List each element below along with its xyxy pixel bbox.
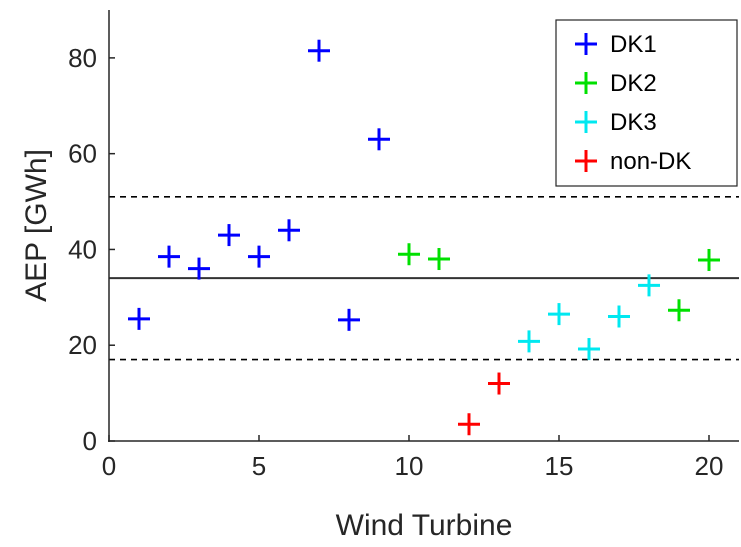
data-point-dk3 bbox=[548, 303, 570, 326]
tick-labels: 0 5 10 15 20 0 20 40 60 80 bbox=[68, 43, 723, 481]
data-point-dk1 bbox=[368, 128, 390, 151]
y-tick-label: 80 bbox=[68, 43, 97, 73]
data-point-dk3 bbox=[578, 338, 600, 361]
data-point-dk1 bbox=[188, 257, 210, 280]
data-point-dk2 bbox=[398, 243, 420, 266]
data-point-dk1 bbox=[158, 245, 180, 268]
data-point-dk2 bbox=[428, 248, 450, 271]
data-point-dk2 bbox=[698, 248, 720, 271]
legend-item-dk3: DK3 bbox=[575, 109, 657, 136]
data-point-non-dk bbox=[488, 372, 510, 395]
data-point-dk1 bbox=[278, 219, 300, 242]
legend-item-non-dk: non-DK bbox=[575, 148, 691, 175]
data-point-non-dk bbox=[458, 413, 480, 436]
y-tick-label: 40 bbox=[68, 234, 97, 264]
data-point-dk3 bbox=[608, 305, 630, 328]
reference-lines bbox=[109, 195, 739, 361]
data-point-dk1 bbox=[218, 224, 240, 247]
y-axis-label: AEP [GWh] bbox=[20, 149, 53, 302]
x-tick-label: 20 bbox=[695, 451, 724, 481]
legend-item-dk2: DK2 bbox=[575, 70, 657, 97]
x-axis-label: Wind Turbine bbox=[336, 509, 513, 542]
data-point-dk1 bbox=[248, 245, 270, 268]
x-tick-label: 0 bbox=[102, 451, 116, 481]
data-point-dk2 bbox=[668, 299, 690, 322]
legend-item-dk1: DK1 bbox=[575, 31, 657, 58]
data-point-dk1 bbox=[128, 307, 150, 330]
legend-label: DK3 bbox=[610, 109, 657, 136]
data-point-dk3 bbox=[518, 330, 540, 353]
legend: DK1 DK2 DK3 non-DK bbox=[555, 19, 738, 187]
legend-label: non-DK bbox=[610, 148, 691, 175]
data-points bbox=[128, 39, 720, 436]
x-tick-label: 5 bbox=[252, 451, 266, 481]
legend-label: DK1 bbox=[610, 31, 657, 58]
y-tick-label: 60 bbox=[68, 139, 97, 169]
legend-label: DK2 bbox=[610, 70, 657, 97]
x-tick-label: 10 bbox=[395, 451, 424, 481]
y-tick-label: 0 bbox=[83, 426, 97, 456]
x-tick-label: 15 bbox=[545, 451, 574, 481]
data-point-dk1 bbox=[338, 308, 360, 331]
y-tick-label: 20 bbox=[68, 330, 97, 360]
data-point-dk1 bbox=[308, 39, 330, 62]
data-point-dk3 bbox=[638, 274, 660, 297]
axes bbox=[108, 10, 739, 442]
